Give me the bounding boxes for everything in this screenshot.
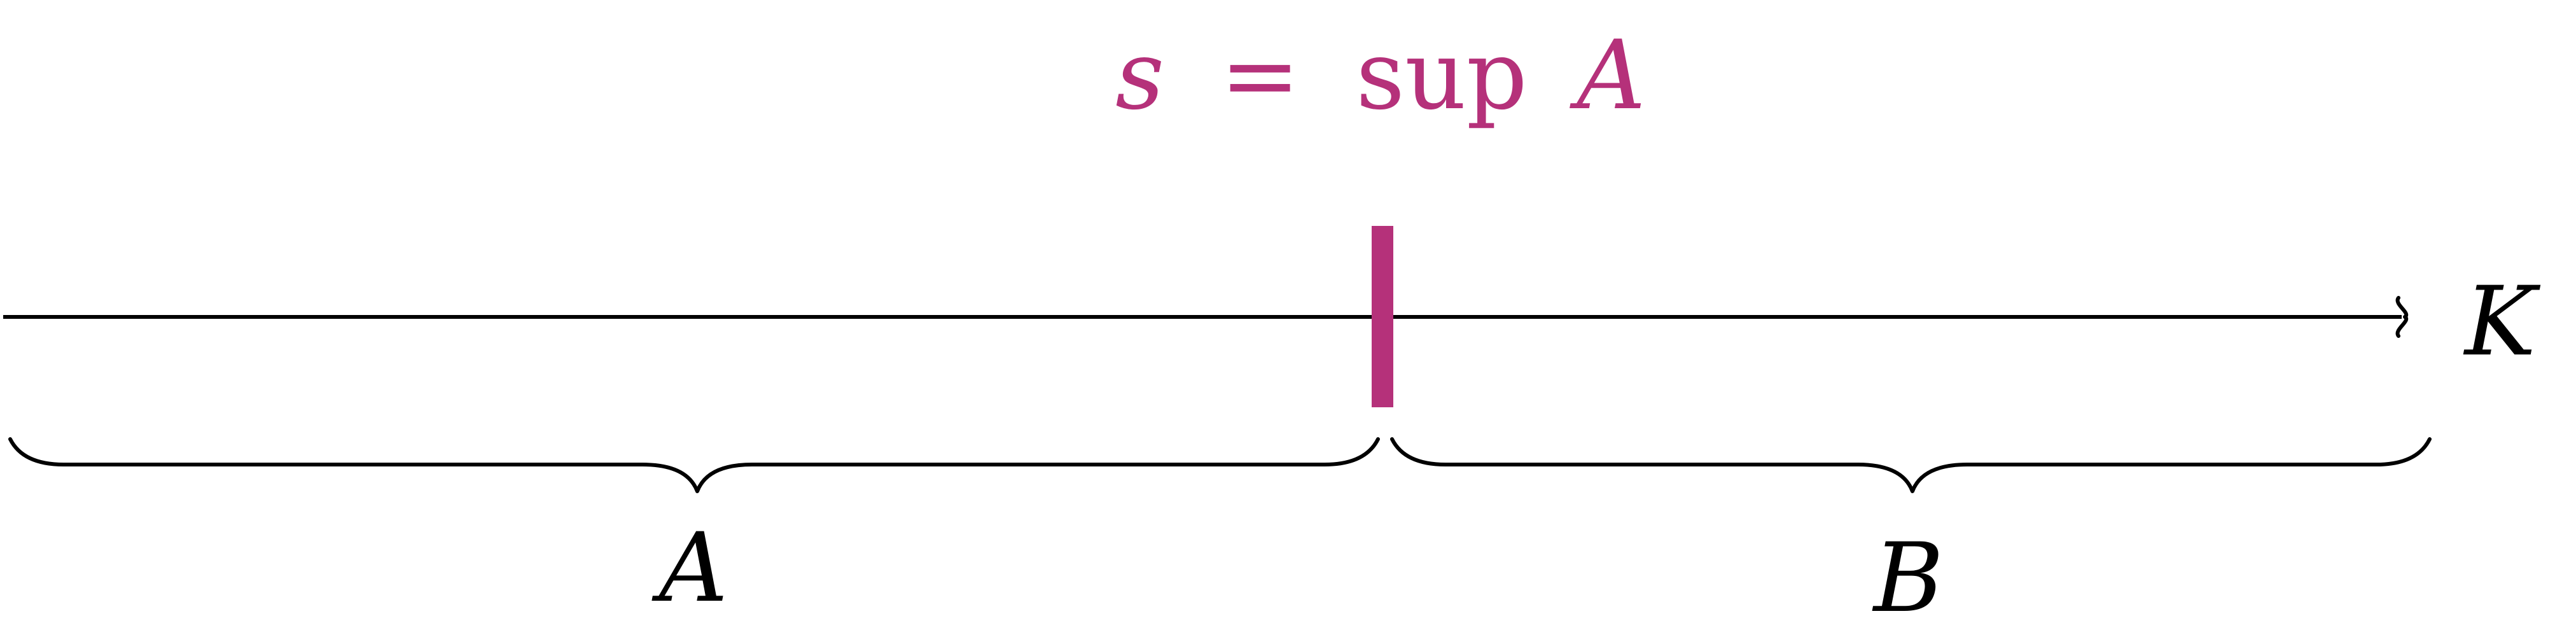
brace-b [1390, 437, 2432, 493]
supremum-variable: s [1115, 20, 1164, 131]
set-b-label: B [1872, 523, 1944, 634]
arrowhead-icon [2395, 296, 2409, 338]
supremum-marker [1372, 226, 1393, 407]
supremum-operator: sup [1356, 20, 1528, 131]
brace-a [8, 437, 1380, 493]
supremum-set: A [1570, 20, 1646, 131]
supremum-label: s = sup A [1115, 20, 1646, 131]
supremum-equals: = [1220, 20, 1300, 131]
set-a-label: A [651, 513, 728, 624]
axis-label-k: K [2463, 267, 2541, 377]
